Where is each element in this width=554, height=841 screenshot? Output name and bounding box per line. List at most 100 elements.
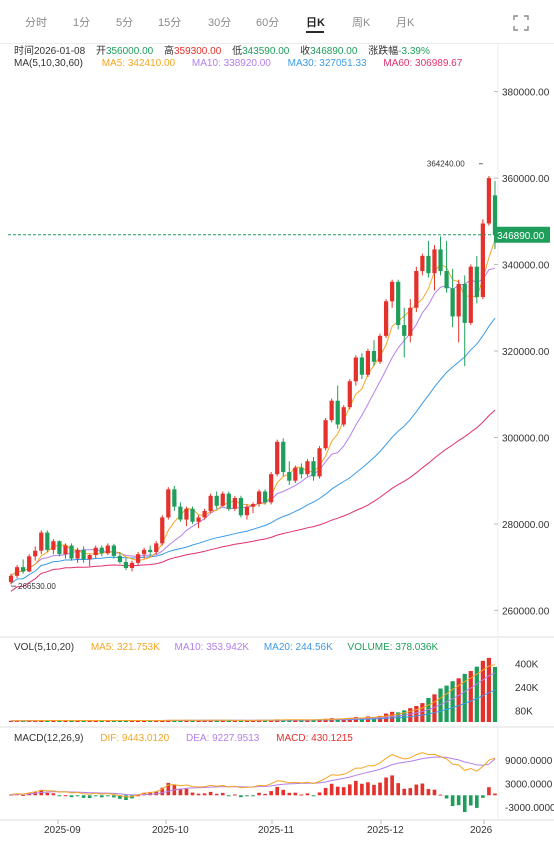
- tab-15min[interactable]: 15分: [158, 17, 182, 29]
- volume-bar: [383, 713, 389, 722]
- price-axis-label: 280000.00: [502, 520, 550, 531]
- macd-histogram-bar: [112, 795, 116, 798]
- candle: [444, 240, 449, 293]
- candle-body: [250, 504, 256, 507]
- tab-5min[interactable]: 5分: [116, 17, 134, 29]
- volume-bar: [99, 720, 104, 722]
- candle: [123, 558, 129, 571]
- price-axis-label: 260000.00: [502, 606, 550, 617]
- volume-bar: [420, 703, 425, 722]
- macd-histogram-bar: [468, 795, 473, 806]
- candle: [408, 299, 413, 343]
- candle-body: [347, 381, 352, 408]
- candle: [402, 307, 407, 358]
- candle: [299, 463, 304, 479]
- candle-body: [353, 357, 358, 382]
- tab-weekly-k[interactable]: 周K: [352, 17, 371, 29]
- candle: [335, 385, 340, 429]
- vol-volume-value: VOLUME: 378.036K: [347, 642, 439, 653]
- candle: [474, 255, 479, 304]
- candle: [250, 502, 256, 514]
- date-axis-label: 2025-10: [152, 825, 189, 836]
- candle-body: [45, 532, 50, 550]
- macd-histogram-bar: [148, 791, 152, 796]
- candle: [377, 333, 383, 364]
- candle: [275, 439, 280, 477]
- volume-bar: [208, 720, 213, 722]
- tab-fenshi[interactable]: 分时: [25, 17, 47, 29]
- volume-bar: [462, 673, 467, 722]
- candle-body: [317, 448, 322, 477]
- macd-histogram-bar: [426, 789, 431, 796]
- tab-daily-k[interactable]: 日K: [306, 17, 325, 29]
- macd-histogram-bar: [420, 783, 425, 796]
- volume-bar: [202, 720, 207, 722]
- fullscreen-icon[interactable]: [512, 14, 530, 32]
- macd-histogram-bar: [69, 795, 74, 798]
- tab-30min[interactable]: 30分: [208, 17, 232, 29]
- candle: [414, 266, 419, 313]
- macd-histogram-bar: [396, 783, 400, 796]
- info-change: -3.39%: [398, 46, 430, 57]
- candle-body: [57, 541, 62, 555]
- volume-bar: [305, 719, 310, 722]
- candle-body: [492, 195, 498, 235]
- candle: [45, 530, 50, 553]
- volume-bar: [148, 720, 153, 722]
- volume-bar: [293, 719, 298, 722]
- macd-histogram-bar: [118, 795, 122, 799]
- macd-histogram-bar: [263, 793, 267, 796]
- macd-histogram-bar: [462, 795, 467, 813]
- macd-histogram-bar: [390, 775, 394, 796]
- volume-bar: [45, 720, 50, 722]
- volume-bar: [135, 720, 141, 722]
- macd-histogram-bar: [372, 784, 376, 796]
- candle-body: [226, 493, 231, 509]
- volume-bar: [226, 720, 231, 722]
- candle-body: [281, 441, 286, 473]
- candle-body: [69, 545, 74, 559]
- candle: [166, 487, 171, 520]
- candle-body: [269, 474, 274, 503]
- candle: [390, 279, 395, 308]
- candle: [317, 446, 322, 479]
- date-axis-label: 2025-11: [258, 825, 294, 836]
- info-open-label: 开: [95, 46, 106, 57]
- volume-bar: [468, 671, 473, 722]
- candle: [141, 547, 147, 559]
- last-price-badge: [494, 226, 550, 243]
- volume-bar: [492, 666, 498, 722]
- candle: [244, 504, 250, 520]
- volume-bar: [480, 660, 485, 722]
- macd-histogram-bar: [347, 784, 352, 796]
- candle-body: [390, 281, 395, 302]
- volume-bar: [27, 720, 32, 722]
- tab-1min[interactable]: 1分: [73, 17, 91, 29]
- macd-histogram-bar: [190, 792, 195, 796]
- macd-histogram-bar: [456, 795, 461, 806]
- candle: [51, 539, 56, 555]
- macd-dea-value: DEA: 9227.9513: [185, 733, 260, 744]
- candle-body: [432, 249, 437, 274]
- candle-body: [99, 547, 104, 554]
- candle-body: [474, 266, 479, 297]
- macd-histogram-bar: [75, 795, 80, 797]
- candle-body: [275, 441, 280, 475]
- macd-histogram-bar: [257, 792, 261, 796]
- candle-body: [21, 567, 26, 572]
- candle: [57, 540, 62, 557]
- ma60-line: [10, 409, 496, 592]
- candle: [226, 491, 231, 511]
- tab-monthly-k[interactable]: 月K: [396, 17, 415, 29]
- vol-ma10-value: MA10: 353.942K: [174, 642, 250, 653]
- volume-bar: [93, 720, 98, 722]
- volume-bar: [486, 657, 492, 722]
- candle-body: [256, 491, 262, 505]
- tab-60min[interactable]: 60分: [256, 17, 280, 29]
- macd-histogram-bar: [287, 792, 292, 796]
- candle-body: [420, 255, 425, 272]
- macd-histogram-bar: [63, 795, 68, 797]
- candle: [99, 545, 104, 557]
- volume-bar: [14, 720, 20, 722]
